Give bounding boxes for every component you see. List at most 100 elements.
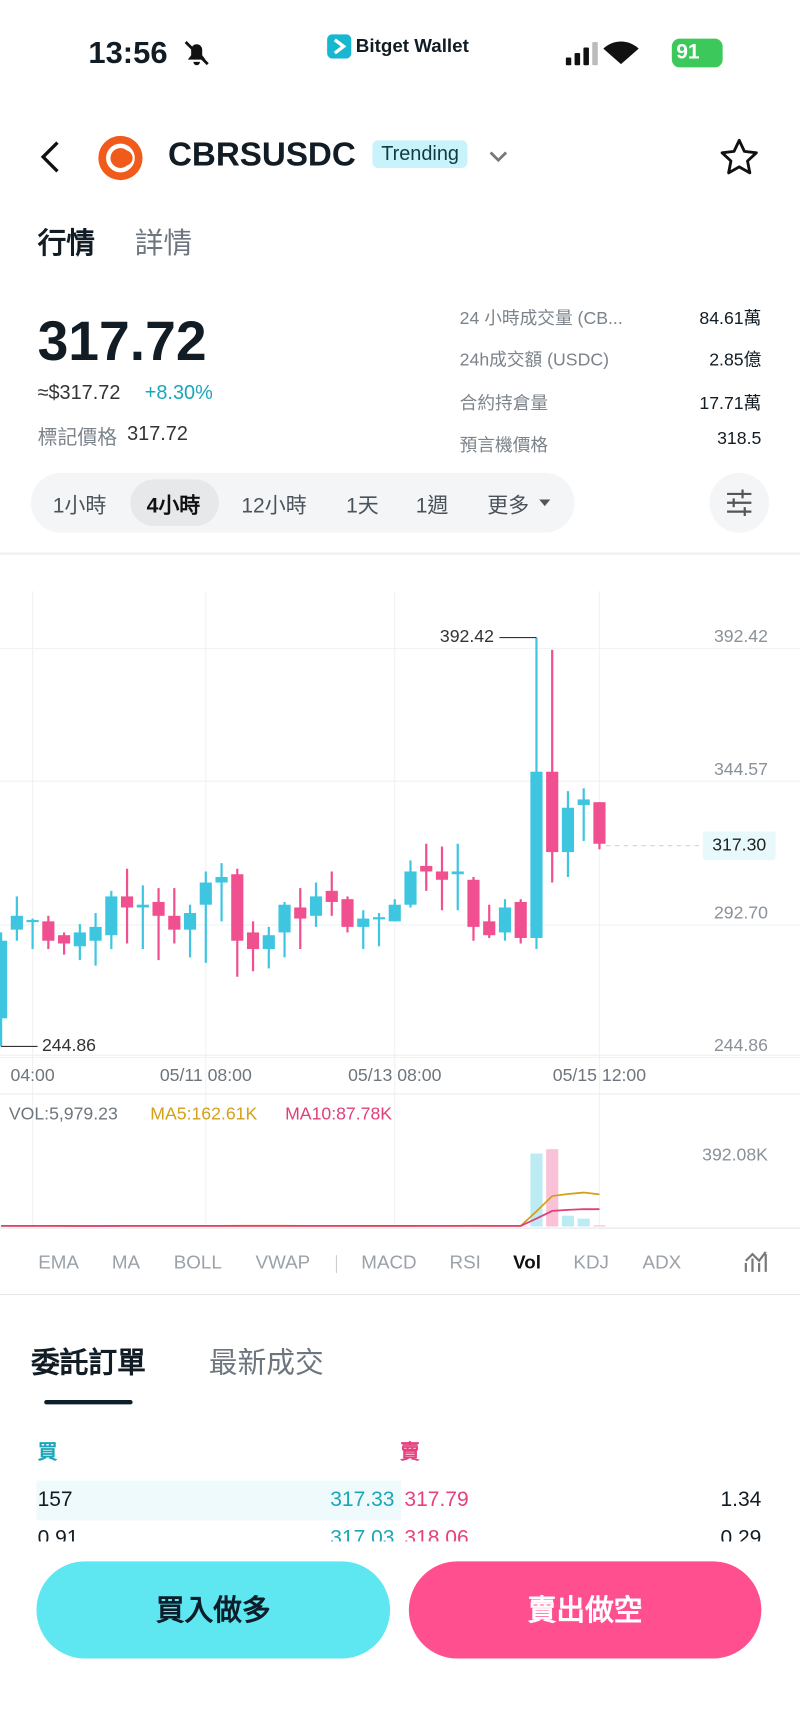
interval[interactable]: 1小時 xyxy=(52,495,107,519)
candle-body xyxy=(514,901,527,938)
mark-value: 317.72 xyxy=(127,422,188,445)
volume-bar xyxy=(577,1218,590,1227)
divider xyxy=(0,1227,800,1229)
stat-value: 318.5 xyxy=(717,429,762,449)
buy-amount: 157 xyxy=(37,1488,73,1512)
indicator[interactable]: MA xyxy=(111,1251,141,1273)
candle-body xyxy=(420,865,433,872)
interval[interactable]: 1週 xyxy=(415,495,449,519)
interval[interactable]: 1天 xyxy=(346,495,379,519)
interval-active xyxy=(130,479,219,526)
indicator[interactable]: Vol xyxy=(513,1251,541,1273)
ma10-line xyxy=(1,1208,600,1227)
candle-body xyxy=(404,871,417,905)
sell-amount: 1.34 xyxy=(720,1488,762,1512)
last-price-tag xyxy=(702,831,776,861)
x-tick-label: 04:00 xyxy=(11,1065,55,1085)
volume-bar xyxy=(561,1215,575,1227)
badge: Trending xyxy=(372,140,468,168)
volume-bar xyxy=(593,1225,606,1227)
indicator[interactable]: BOLL xyxy=(173,1251,222,1273)
y-tick-label: 344.57 xyxy=(714,759,768,779)
divider xyxy=(0,552,800,555)
candle-body xyxy=(483,921,496,936)
candlestick-chart: 244.86 292.70 344.57 392.42 04:00 05/11 08:00… xyxy=(0,591,800,1227)
buy-button[interactable]: 買入做多 xyxy=(36,1561,391,1659)
ma5-line xyxy=(1,1191,600,1227)
ma5-legend: MA5:162.61K xyxy=(150,1104,257,1124)
indicator[interactable]: KDJ xyxy=(573,1251,609,1273)
indicator[interactable]: ADX xyxy=(642,1251,682,1273)
tab-market[interactable]: 行情 xyxy=(37,226,96,260)
tab-trades[interactable]: 最新成交 xyxy=(208,1345,324,1380)
candle-body xyxy=(309,896,323,916)
candle-body xyxy=(215,877,228,883)
candle-body xyxy=(262,935,275,950)
clock: 13:56 xyxy=(88,35,168,70)
candle-body xyxy=(498,907,512,933)
favorite-star[interactable] xyxy=(718,137,760,179)
candle-body xyxy=(357,918,370,927)
tab-orders[interactable]: 委託訂單 xyxy=(30,1345,146,1380)
candle-body xyxy=(136,904,149,908)
candle-body xyxy=(325,890,338,902)
indicator[interactable]: VWAP xyxy=(255,1251,311,1273)
indicator[interactable]: RSI xyxy=(449,1251,481,1273)
signal-icons xyxy=(565,41,639,66)
interval[interactable]: 4小時 xyxy=(146,495,201,519)
candle-body xyxy=(73,932,86,947)
battery: 91 xyxy=(671,38,723,68)
interval[interactable]: 更多 xyxy=(487,495,530,519)
candle-body xyxy=(577,799,590,805)
candle-body xyxy=(341,899,354,927)
candle-body xyxy=(26,919,39,923)
high-label: 392.42 xyxy=(440,626,494,646)
stat-label: 預言機價格 xyxy=(459,436,549,456)
y-tick-label: 292.70 xyxy=(714,903,768,923)
more-caret xyxy=(539,499,551,507)
stat-value: 2.85億 xyxy=(709,351,762,371)
x-tick-label: 05/15 12:00 xyxy=(553,1065,646,1085)
candle-body xyxy=(372,917,386,920)
interval[interactable]: 12小時 xyxy=(241,495,307,519)
stat-value: 17.71萬 xyxy=(699,394,762,414)
x-tick-label: 05/11 08:00 xyxy=(160,1065,252,1085)
volume-bar xyxy=(546,1149,559,1227)
low-label: 244.86 xyxy=(42,1035,96,1055)
price-change: +8.30% xyxy=(144,381,213,404)
indicator[interactable]: MACD xyxy=(361,1251,417,1273)
vol-tick-label: 392.08K xyxy=(702,1144,768,1164)
buy-price: 317.33 xyxy=(330,1488,395,1512)
settings-icon xyxy=(727,489,752,517)
candle-body xyxy=(183,913,197,930)
sell-button[interactable]: 賣出做空 xyxy=(408,1561,762,1659)
candle-body xyxy=(10,915,23,930)
mark-label: 標記價格 xyxy=(37,426,118,449)
last-price-label: 317.30 xyxy=(712,834,766,854)
indicator-menu[interactable] xyxy=(743,1249,770,1276)
candle-body xyxy=(0,940,8,1019)
y-tick-label: 392.42 xyxy=(714,626,768,646)
dropdown[interactable] xyxy=(487,148,509,166)
chart-settings[interactable] xyxy=(709,472,770,533)
tab-underline xyxy=(44,1399,133,1405)
depth-bar xyxy=(36,1480,402,1521)
vol-legend: VOL:5,979.23 xyxy=(9,1104,118,1124)
divider xyxy=(0,1293,800,1296)
stat-label: 24h成交額 (USDC) xyxy=(459,351,609,371)
candle-body xyxy=(278,904,291,933)
sell-price: 317.79 xyxy=(404,1488,469,1512)
indicator[interactable]: EMA xyxy=(38,1251,79,1273)
tab-details[interactable]: 詳情 xyxy=(134,226,193,260)
app-logo xyxy=(327,34,352,59)
buy-header: 買 xyxy=(37,1440,58,1463)
stat-label: 合約持倉量 xyxy=(459,394,549,414)
candle-body xyxy=(467,879,480,927)
candle-body xyxy=(199,882,212,905)
y-tick-label: 244.86 xyxy=(714,1035,768,1055)
usd-price: ≈$317.72 xyxy=(37,381,121,404)
ma10-legend: MA10:87.78K xyxy=(285,1104,392,1124)
back-button[interactable] xyxy=(38,139,65,174)
candle-body xyxy=(231,874,244,941)
